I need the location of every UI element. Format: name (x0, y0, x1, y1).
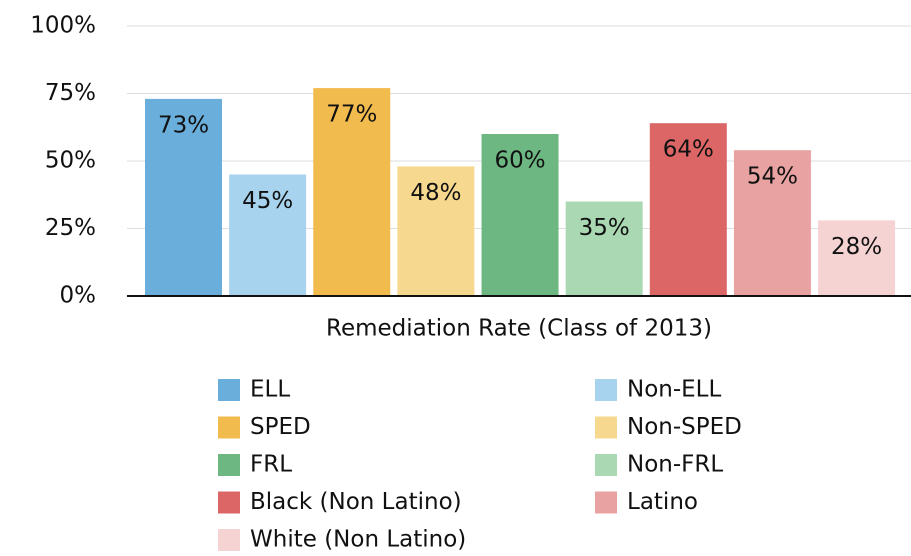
y-tick-label: 0% (60, 283, 97, 309)
data-label: 64% (663, 137, 714, 163)
legend-swatch (218, 416, 240, 439)
data-label: 54% (747, 164, 798, 190)
bar (649, 123, 727, 296)
x-axis-label: Remediation Rate (Class of 2013) (326, 316, 712, 342)
data-label: 73% (158, 112, 209, 138)
bar (145, 98, 222, 297)
bar (565, 201, 643, 296)
bar (229, 174, 307, 296)
legend-swatch (595, 454, 617, 476)
legend-label: Non-SPED (627, 414, 742, 440)
legend-label: Black (Non Latino) (250, 489, 462, 515)
data-label: 48% (410, 180, 461, 206)
data-label: 28% (831, 234, 882, 260)
data-label: 77% (326, 102, 377, 128)
legend-label: ELL (250, 377, 290, 403)
y-tick-label: 75% (45, 80, 96, 106)
legend-swatch (595, 416, 617, 439)
y-tick-label: 100% (30, 13, 96, 39)
legend-label: SPED (250, 414, 311, 440)
y-tick-label: 25% (45, 215, 96, 241)
bar (481, 134, 559, 296)
data-label: 60% (494, 148, 545, 174)
bar (397, 166, 475, 296)
legend-label: Non-ELL (627, 377, 721, 403)
legend-label: FRL (250, 452, 292, 478)
data-label: 45% (242, 188, 293, 214)
legend-label: Non-FRL (627, 452, 723, 478)
legend-swatch (218, 491, 240, 514)
legend-swatch (218, 379, 240, 401)
y-tick-label: 50% (45, 148, 96, 174)
bar (313, 88, 391, 296)
bar (733, 150, 811, 296)
legend-swatch (218, 529, 240, 551)
legend-swatch (595, 379, 617, 401)
legend-swatch (218, 454, 240, 476)
bar (818, 220, 896, 296)
data-label: 35% (579, 215, 630, 241)
legend-swatch (595, 491, 617, 514)
legend-label: White (Non Latino) (250, 527, 466, 553)
legend-label: Latino (627, 489, 698, 515)
